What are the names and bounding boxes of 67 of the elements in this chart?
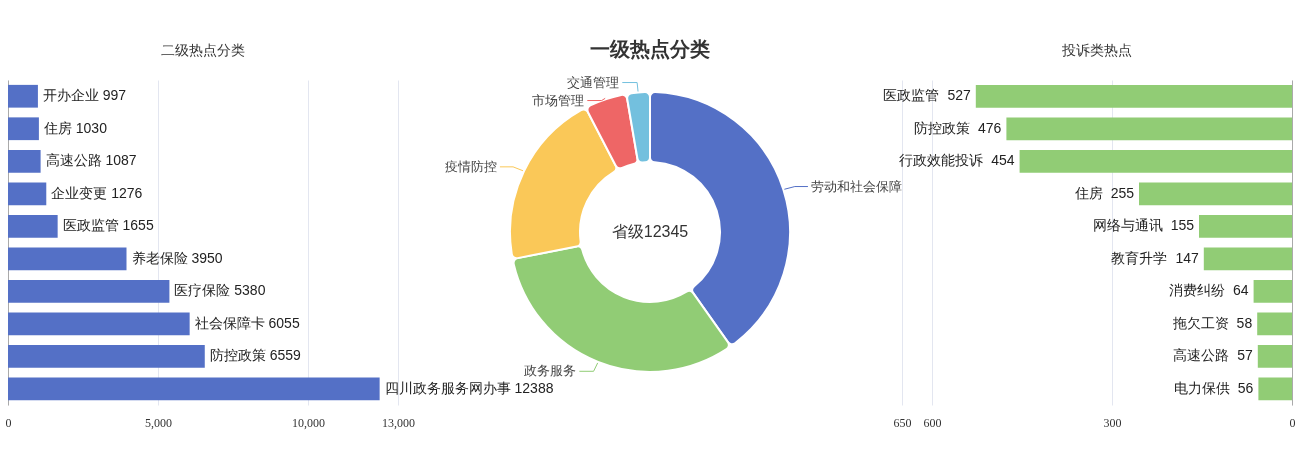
x-tick-label: 5,000 (145, 415, 172, 430)
slice-label: 疫情防控 (444, 158, 497, 174)
bar (8, 182, 47, 206)
category-label: 高速公路 (1173, 347, 1230, 364)
data-label: 医政监管 1655 (62, 217, 154, 234)
data-label: 社会保障卡 6055 (194, 314, 300, 331)
bar (8, 279, 170, 303)
bar (1006, 117, 1292, 141)
data-label: 57 (1237, 347, 1254, 364)
data-label: 四川政务服务网办事 12388 (384, 379, 554, 396)
bar (8, 312, 190, 336)
bar (8, 377, 380, 401)
x-tick-label: 650 (893, 415, 912, 430)
x-tick-label: 300 (1103, 415, 1122, 430)
bar (1258, 377, 1292, 401)
data-label: 医疗保险 5380 (174, 282, 266, 299)
bar (1199, 214, 1292, 238)
text: 省级12345 (611, 223, 689, 240)
bar (975, 84, 1292, 108)
slice-label: 政务服务 (524, 363, 577, 379)
category-label: 防控政策 (914, 119, 971, 136)
data-label: 58 (1236, 314, 1253, 331)
bar (1257, 312, 1292, 336)
data-label: 147 (1175, 249, 1200, 266)
chart-title: 一级热点分类 (590, 38, 710, 60)
data-label: 56 (1237, 379, 1254, 396)
bar (1253, 279, 1292, 303)
bar (8, 344, 205, 368)
x-tick-label: 0 (5, 415, 12, 430)
x-tick-label: 13,000 (382, 415, 415, 430)
slice-label: 交通管理 (567, 74, 620, 90)
chart-title: 二级热点分类 (161, 43, 245, 58)
data-label: 企业变更 1276 (51, 184, 143, 201)
bar (8, 247, 127, 271)
data-label: 养老保险 3950 (131, 249, 223, 266)
bar (1203, 247, 1292, 271)
category-label: 住房 (1074, 184, 1103, 201)
category-label: 行政效能投诉 (899, 152, 984, 169)
bar (1257, 344, 1292, 368)
data-label: 开办企业 997 (42, 87, 127, 104)
x-tick-label: 10,000 (292, 415, 325, 430)
data-label: 527 (947, 87, 972, 104)
bar (8, 214, 58, 238)
category-label: 拖欠工资 (1172, 314, 1229, 331)
bar (8, 149, 41, 173)
category-label: 消费纠纷 (1169, 282, 1226, 299)
data-label: 255 (1110, 184, 1135, 201)
slice-label: 劳动和社会保障 (810, 178, 902, 194)
data-label: 高速公路 1087 (45, 152, 137, 169)
category-label: 电力保供 (1173, 379, 1230, 396)
bar (1139, 182, 1292, 206)
slice-label: 市场管理 (532, 92, 585, 108)
category-label: 教育升学 (1111, 249, 1168, 266)
chart-title: 投诉类热点 (1061, 43, 1132, 58)
data-label: 476 (978, 119, 1002, 136)
data-label: 64 (1233, 282, 1249, 299)
bar (1019, 149, 1292, 173)
data-label: 454 (991, 152, 1015, 169)
data-label: 住房 1030 (42, 119, 108, 136)
bar (8, 84, 38, 108)
bar (8, 117, 39, 141)
data-label: 155 (1170, 217, 1195, 234)
x-tick-label: 600 (923, 415, 942, 430)
x-tick-label: 0 (1289, 415, 1296, 430)
category-label: 网络与通讯 (1092, 217, 1163, 234)
data-label: 防控政策 6559 (209, 347, 302, 364)
category-label: 医政监管 (883, 87, 940, 104)
